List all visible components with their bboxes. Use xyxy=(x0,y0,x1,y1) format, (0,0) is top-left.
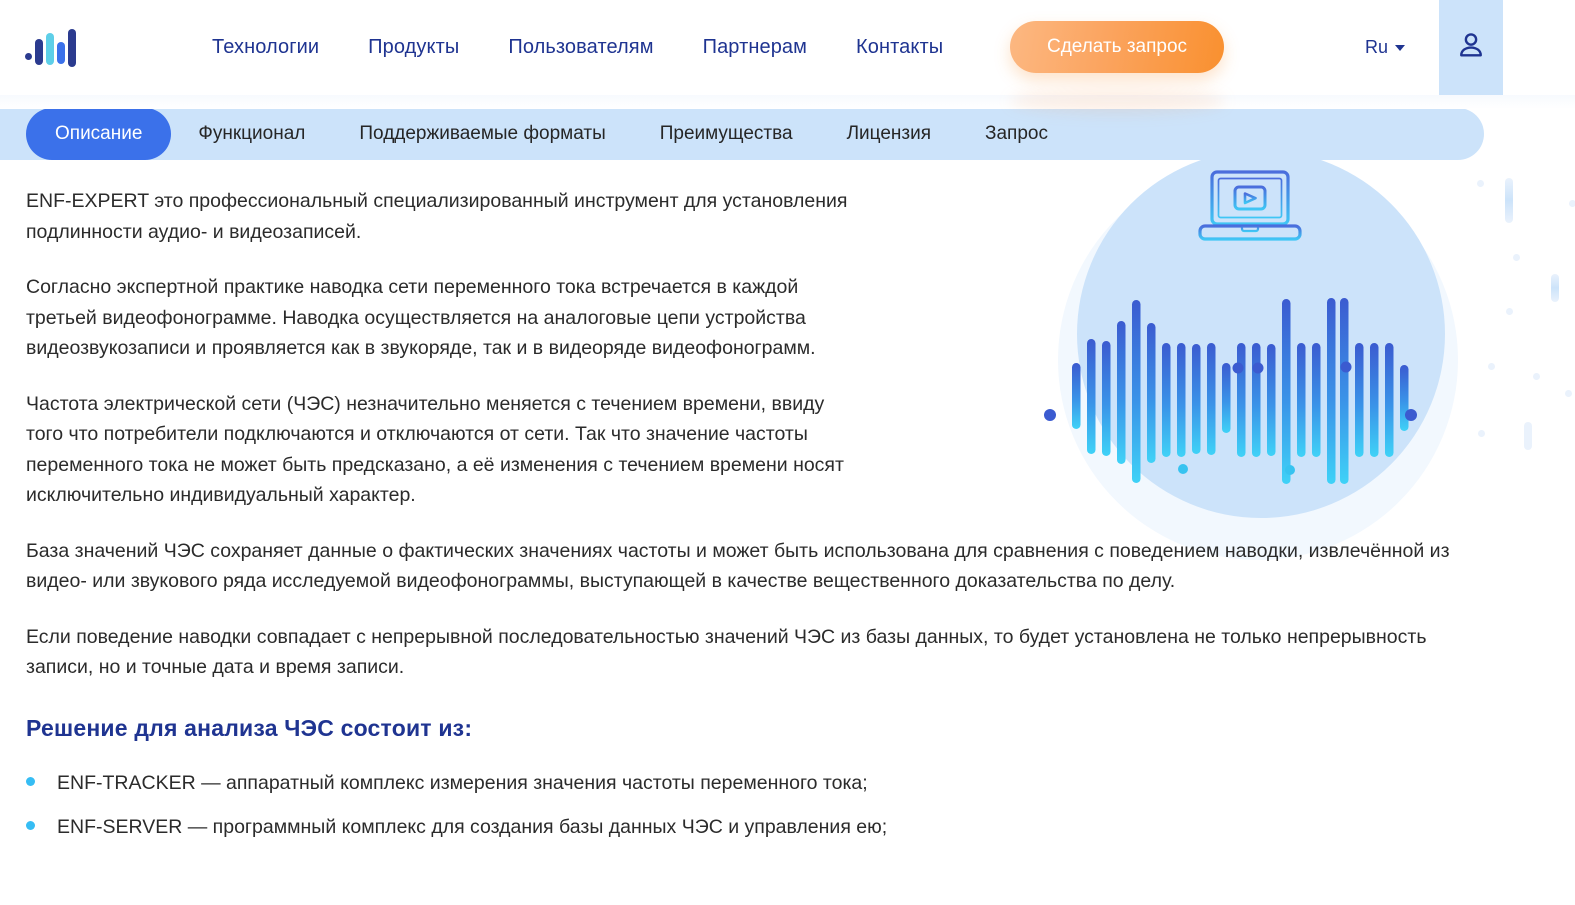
waveform-dot-7 xyxy=(1405,409,1417,421)
waveform-bar-6 xyxy=(1147,323,1156,463)
waveform-bar-4 xyxy=(1117,321,1126,464)
cta-glow xyxy=(1010,88,1225,114)
waveform-bar-15 xyxy=(1282,299,1291,484)
paragraph-continuity: Если поведение наводки совпадает с непре… xyxy=(26,625,1427,679)
decorative-dot-9 xyxy=(1533,373,1540,380)
user-account-icon xyxy=(1456,30,1486,65)
list-item-label: ENF-TRACKER — аппаратный комплекс измере… xyxy=(57,771,868,794)
waveform-bar-7 xyxy=(1162,343,1171,457)
tab-supported-formats[interactable]: Поддерживаемые форматы xyxy=(359,123,606,144)
audio-video-waveform-illustration xyxy=(1040,150,1460,570)
laptop-play-video-icon xyxy=(1195,168,1305,253)
list-item: ENF-SERVER — программный комплекс для со… xyxy=(26,814,1546,841)
solution-components-list: ENF-TRACKER — аппаратный комплекс измере… xyxy=(26,770,1546,841)
waveform-dot-3 xyxy=(1232,362,1244,374)
list-item-label: ENF-SERVER — программный комплекс для со… xyxy=(57,815,888,838)
waveform-bar-21 xyxy=(1370,343,1379,457)
waveform-bar-19 xyxy=(1340,298,1349,484)
waveform-bar-17 xyxy=(1312,343,1321,457)
waveform-bar-8 xyxy=(1177,343,1186,457)
bullet-dot-icon xyxy=(26,776,35,786)
enf-logo[interactable] xyxy=(25,28,81,68)
tab-advantages[interactable]: Преимущества xyxy=(659,123,793,144)
nav-partners[interactable]: Партнерам xyxy=(702,36,807,58)
waveform-bar-14 xyxy=(1267,344,1276,456)
waveform-bar-3 xyxy=(1102,341,1111,456)
waveform-bar-20 xyxy=(1355,343,1364,457)
nav-contacts[interactable]: Контакты xyxy=(856,36,944,58)
page-section-heading: Решение для анализа ЧЭС состоит из: xyxy=(26,714,473,741)
main-navigation: Технологии Продукты Пользователям Партнерам… xyxy=(212,0,943,95)
logo-bar-2 xyxy=(35,38,43,65)
waveform-bar-18 xyxy=(1327,298,1336,484)
logo-bar-4 xyxy=(57,41,65,64)
language-label: Ru xyxy=(1365,37,1389,57)
waveform-dot-1 xyxy=(1044,409,1056,421)
make-request-button[interactable]: Сделать запрос xyxy=(1010,21,1224,73)
waveform-dot-5 xyxy=(1285,465,1295,475)
list-item: ENF-TRACKER — аппаратный комплекс измере… xyxy=(26,770,1546,797)
tab-request[interactable]: Запрос xyxy=(985,123,1048,144)
tab-license[interactable]: Лицензия xyxy=(846,123,932,144)
logo-bar-5 xyxy=(68,29,76,67)
tab-description[interactable]: Описание xyxy=(26,108,172,160)
waveform-bar-11 xyxy=(1222,363,1231,433)
waveform-dot-4 xyxy=(1252,362,1264,374)
nav-products[interactable]: Продукты xyxy=(368,36,460,58)
nav-technologies[interactable]: Технологии xyxy=(212,36,320,58)
decorative-dot-6 xyxy=(1506,308,1513,315)
paragraph-frequency: Частота электрической сети (ЧЭС) незначи… xyxy=(26,392,844,507)
decorative-bar-2 xyxy=(1505,178,1513,223)
header-fade xyxy=(0,95,1575,109)
site-header: Технологии Продукты Пользователям Партнерам… xyxy=(0,0,1575,114)
paragraph-intro: ENF-EXPERT это профессиональный специали… xyxy=(26,190,848,243)
nav-users[interactable]: Пользователям xyxy=(508,36,654,58)
waveform-bar-16 xyxy=(1297,343,1306,457)
tab-panel-description: ENF-EXPERT это профессиональный специали… xyxy=(26,186,1546,858)
logo-bar-3 xyxy=(46,33,54,65)
waveform-bar-1 xyxy=(1072,363,1081,429)
product-tabs-bar: Описание Функционал Поддерживаемые форматы… xyxy=(0,108,1484,160)
waveform-graphic xyxy=(1044,298,1417,484)
waveform-bar-2 xyxy=(1087,339,1096,454)
decorative-elements xyxy=(1455,160,1575,520)
waveform-bar-10 xyxy=(1207,343,1216,455)
decorative-dot-3 xyxy=(1569,200,1575,207)
waveform-dot-2 xyxy=(1178,464,1188,474)
account-button[interactable] xyxy=(1439,0,1503,95)
waveform-bar-5 xyxy=(1132,300,1141,483)
decorative-dot-4 xyxy=(1513,254,1520,261)
decorative-bar-5 xyxy=(1551,274,1559,302)
waveform-bar-9 xyxy=(1192,344,1201,454)
language-switcher[interactable]: Ru xyxy=(1365,0,1406,95)
waveform-bar-22 xyxy=(1385,343,1394,457)
decorative-dot-8 xyxy=(1488,363,1495,370)
paragraph-practice: Согласно экспертной практике наводка сет… xyxy=(26,276,816,359)
paragraph-database: База значений ЧЭС сохраняет данные о фак… xyxy=(26,539,1450,593)
decorative-bar-12 xyxy=(1524,422,1532,450)
tab-functionality[interactable]: Функционал xyxy=(198,123,306,144)
logo-bar-1 xyxy=(25,53,32,60)
waveform-dot-6 xyxy=(1340,361,1352,373)
decorative-dot-11 xyxy=(1478,430,1485,437)
decorative-dot-1 xyxy=(1477,180,1484,187)
bullet-dot-icon xyxy=(26,820,35,830)
chevron-down-icon xyxy=(1395,44,1406,51)
product-tabs: Описание Функционал Поддерживаемые форматы… xyxy=(0,108,1075,160)
decorative-dot-10 xyxy=(1565,390,1572,397)
